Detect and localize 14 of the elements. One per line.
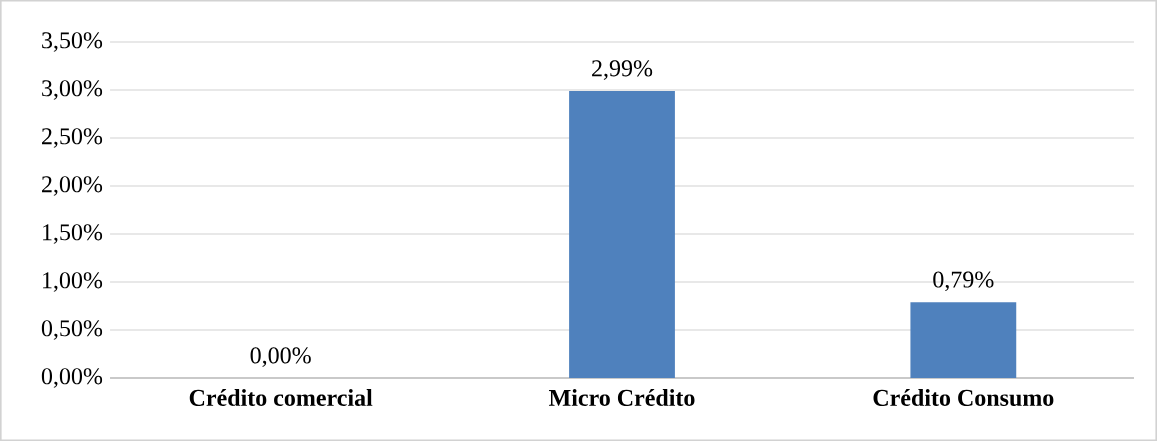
data-label: 2,99% xyxy=(592,60,653,80)
y-tick-label: 1,00% xyxy=(43,272,103,292)
y-tick-label: 0,50% xyxy=(41,320,103,340)
x-tick-label: Micro Crédito xyxy=(548,389,695,406)
x-tick-label: Crédito comercial xyxy=(189,389,373,406)
y-tick-label: 3,50% xyxy=(42,32,103,52)
y-tick-label: 0,00% xyxy=(41,368,103,388)
x-tick-label: Crédito Consumo xyxy=(873,389,1054,407)
data-label: 0,00% xyxy=(250,347,311,367)
y-tick-label: 2,00% xyxy=(42,176,103,196)
y-tick-label: 3,00% xyxy=(42,80,103,100)
data-label: 0,79% xyxy=(933,271,994,292)
y-tick-label: 2,50% xyxy=(42,128,103,148)
y-tick-label: 1,50% xyxy=(43,224,103,244)
